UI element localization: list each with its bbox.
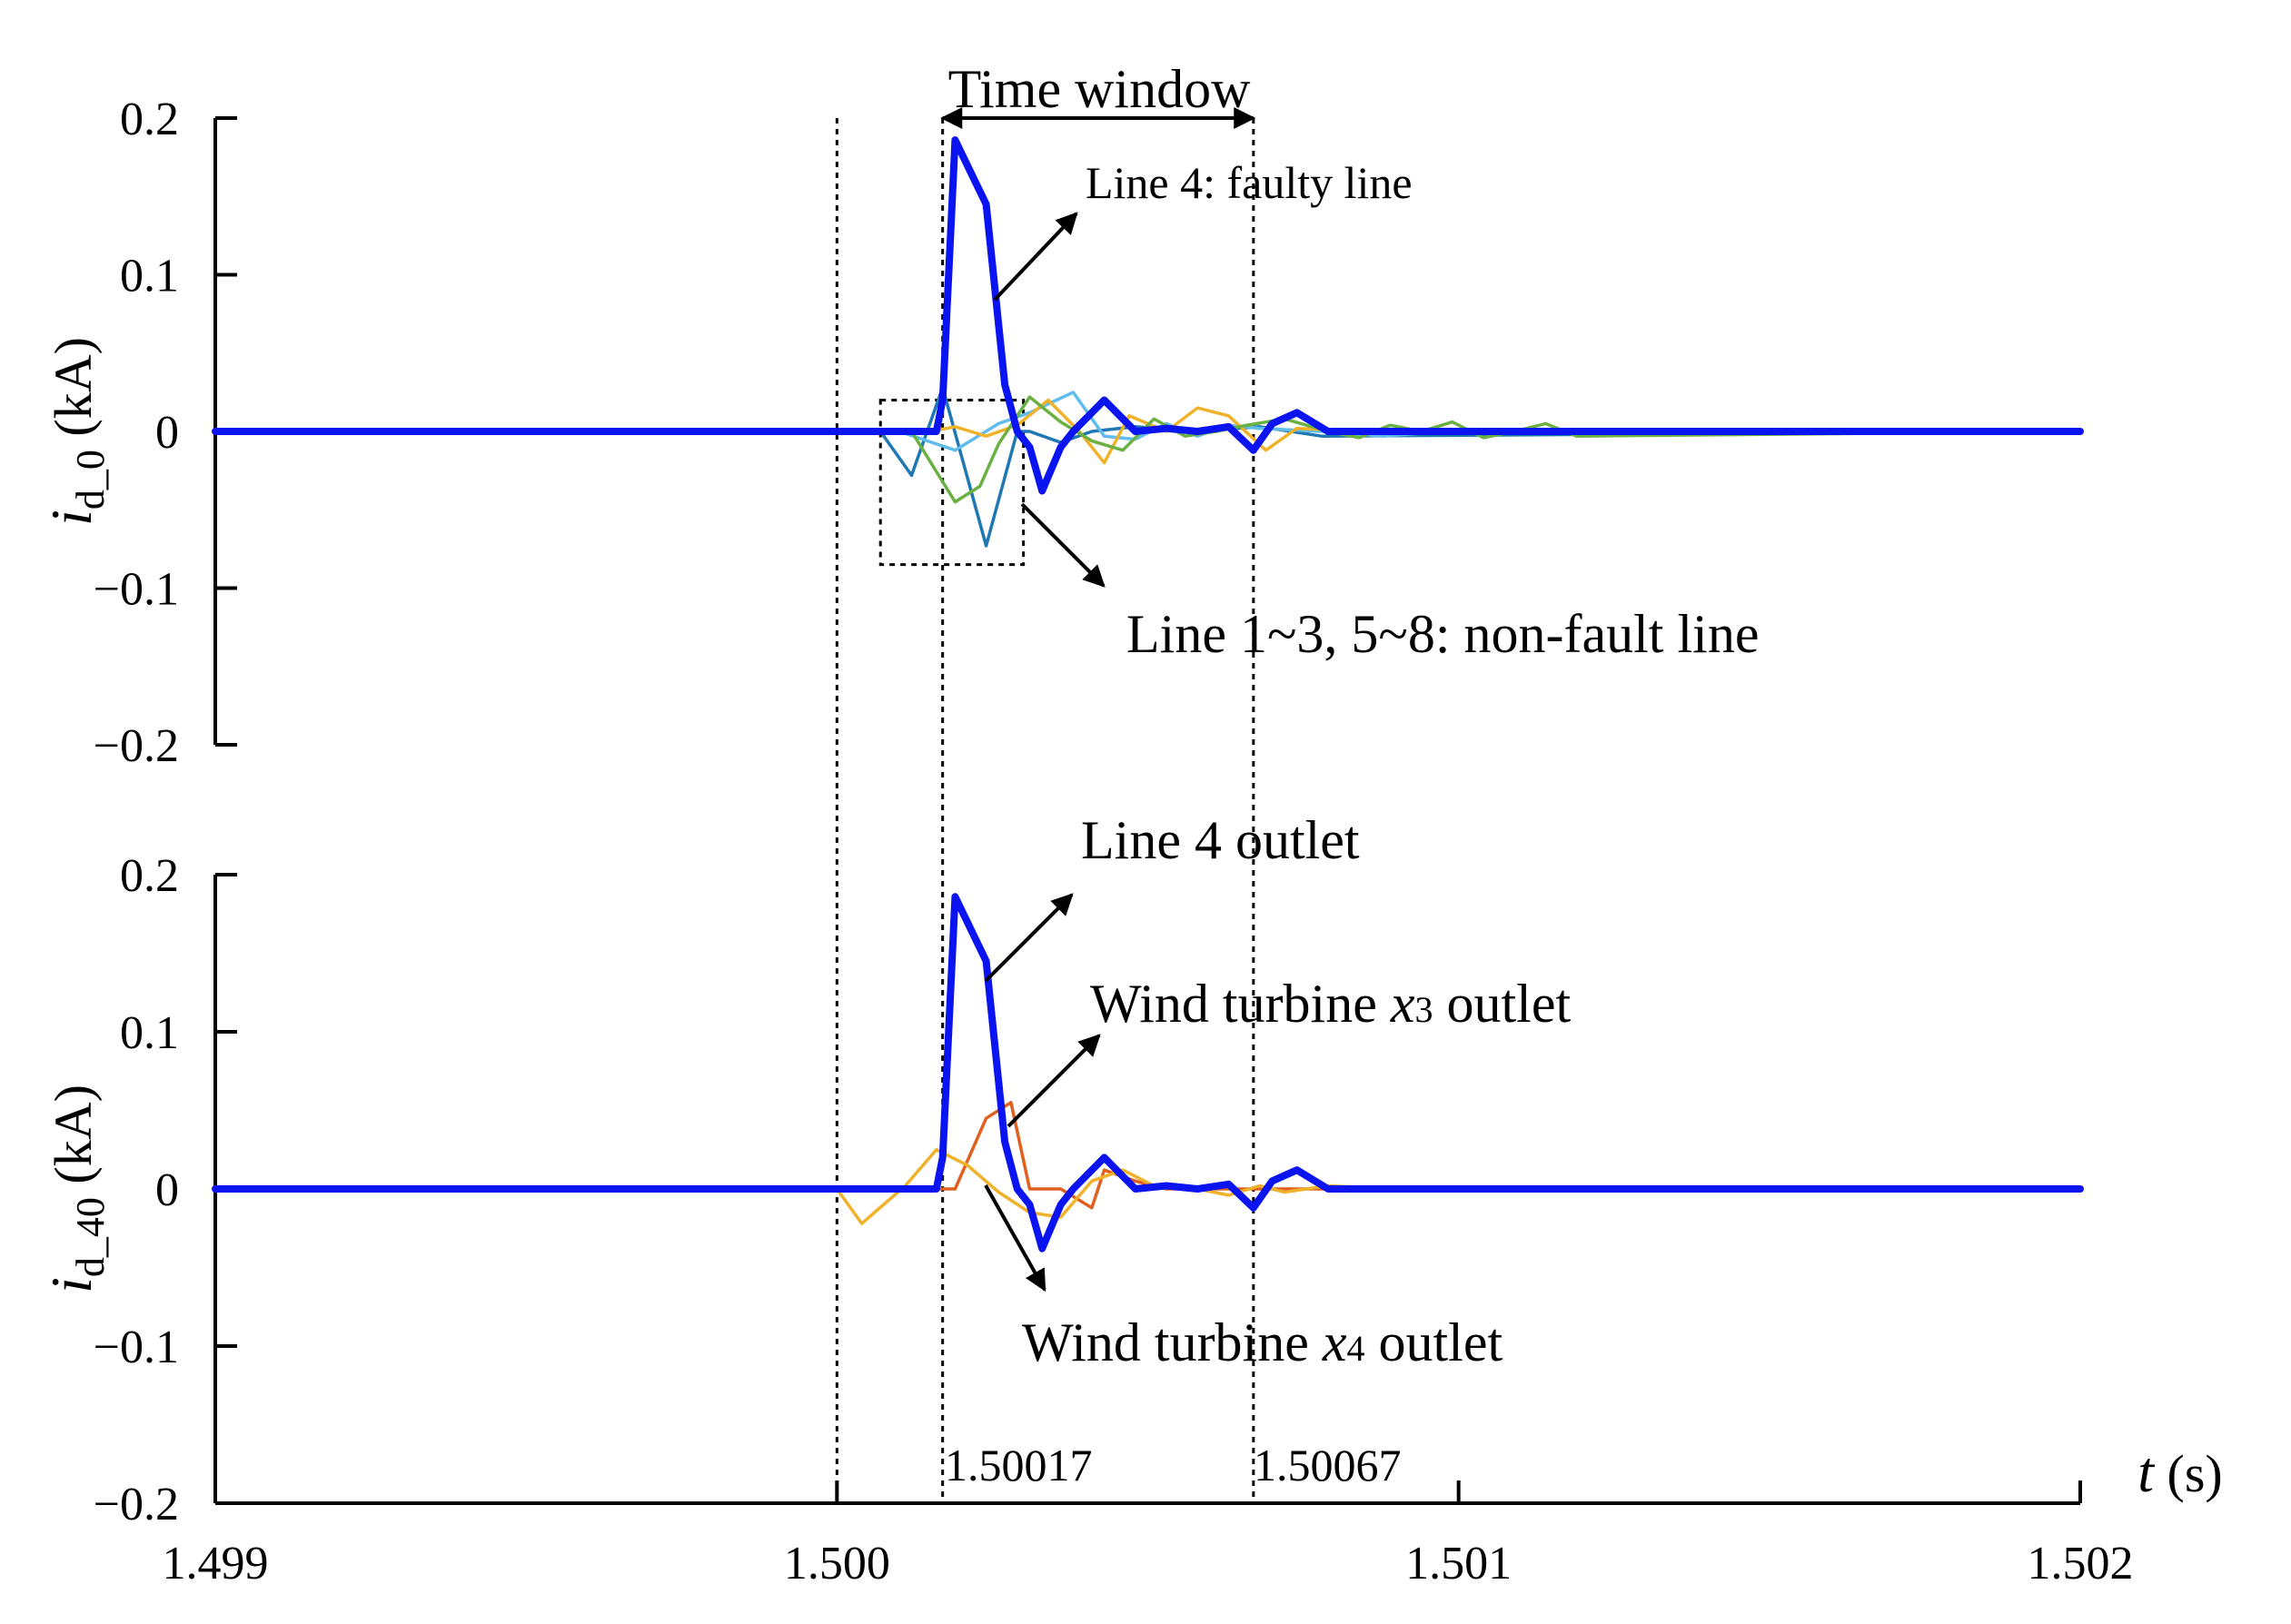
x-tick-label: 1.502 xyxy=(2028,1538,2134,1589)
series-line-line-1-3-5-8-non-fault-line xyxy=(213,391,2082,452)
series-line-line-1-3-5-8-non-fault-line xyxy=(213,385,2082,548)
series-line-line-1-3-5-8-non-fault-line xyxy=(213,398,2082,465)
x-tick-label: 1.499 xyxy=(163,1538,269,1589)
axes-panel-2: 0.2 0.1 0 −0.1 −0.2 id_40 (kA) xyxy=(39,850,237,1530)
faulty-line-arrow xyxy=(993,212,1078,302)
y-tick-label: −0.1 xyxy=(94,564,179,616)
faulty-line-label: Line 4: faulty line xyxy=(1086,157,1413,208)
y-tick-label: 0.2 xyxy=(120,850,179,902)
y-tick-label: 0 xyxy=(155,1164,179,1216)
series-line-line-4-outlet xyxy=(212,893,2084,1253)
y-tick-label: 0.1 xyxy=(120,1007,179,1059)
time-window-label: Time window xyxy=(948,59,1252,119)
non-fault-label: Line 1~3, 5~8: non-fault line xyxy=(1126,604,1759,664)
x3-outlet-label: Wind turbine x3 outlet xyxy=(1090,974,1571,1034)
x-tick-label: 1.500 xyxy=(784,1538,890,1589)
y-tick-label: −0.1 xyxy=(94,1322,179,1373)
time-marker-label-start: 1.50017 xyxy=(945,1440,1093,1490)
series-panel-2 xyxy=(212,893,2084,1253)
x4-outlet-arrow xyxy=(984,1184,1046,1292)
y-tick-label: −0.2 xyxy=(94,720,179,772)
non-fault-arrow xyxy=(1020,502,1106,588)
series-line-line-4-faulty-line xyxy=(212,136,2084,495)
series-panel-1 xyxy=(212,136,2084,548)
annotation-layer: Time window Line 4: faulty line Line 1~3, … xyxy=(940,59,1759,1490)
y-axis-label: id_0 (kA) xyxy=(39,337,113,526)
x-tick-label: 1.501 xyxy=(1405,1538,1512,1589)
y-tick-label: 0.2 xyxy=(120,94,179,145)
series-layer xyxy=(212,136,2084,1253)
x-axis-label: t (s) xyxy=(2137,1440,2222,1504)
x4-outlet-label: Wind turbine x4 outlet xyxy=(1022,1312,1503,1372)
y-tick-label: −0.2 xyxy=(94,1479,179,1530)
y-tick-label: 0 xyxy=(155,407,179,459)
y-tick-label: 0.1 xyxy=(120,251,179,302)
series-line-line-1-3-5-8-non-fault-line xyxy=(213,395,2082,504)
y-axis-label: id_40 (kA) xyxy=(39,1084,113,1293)
time-marker-label-end: 1.50067 xyxy=(1254,1440,1402,1490)
line4-outlet-arrow xyxy=(984,893,1074,983)
x3-outlet-arrow xyxy=(1007,1034,1101,1128)
line4-outlet-label: Line 4 outlet xyxy=(1081,810,1360,870)
axes-panel-1: 0.2 0.1 0 −0.1 −0.2 id_0 (kA) xyxy=(39,94,237,772)
axes-layer: 0.2 0.1 0 −0.1 −0.2 id_0 (kA) 0.2 0.1 0 −0.1 −0.2 i… xyxy=(39,94,2223,1589)
